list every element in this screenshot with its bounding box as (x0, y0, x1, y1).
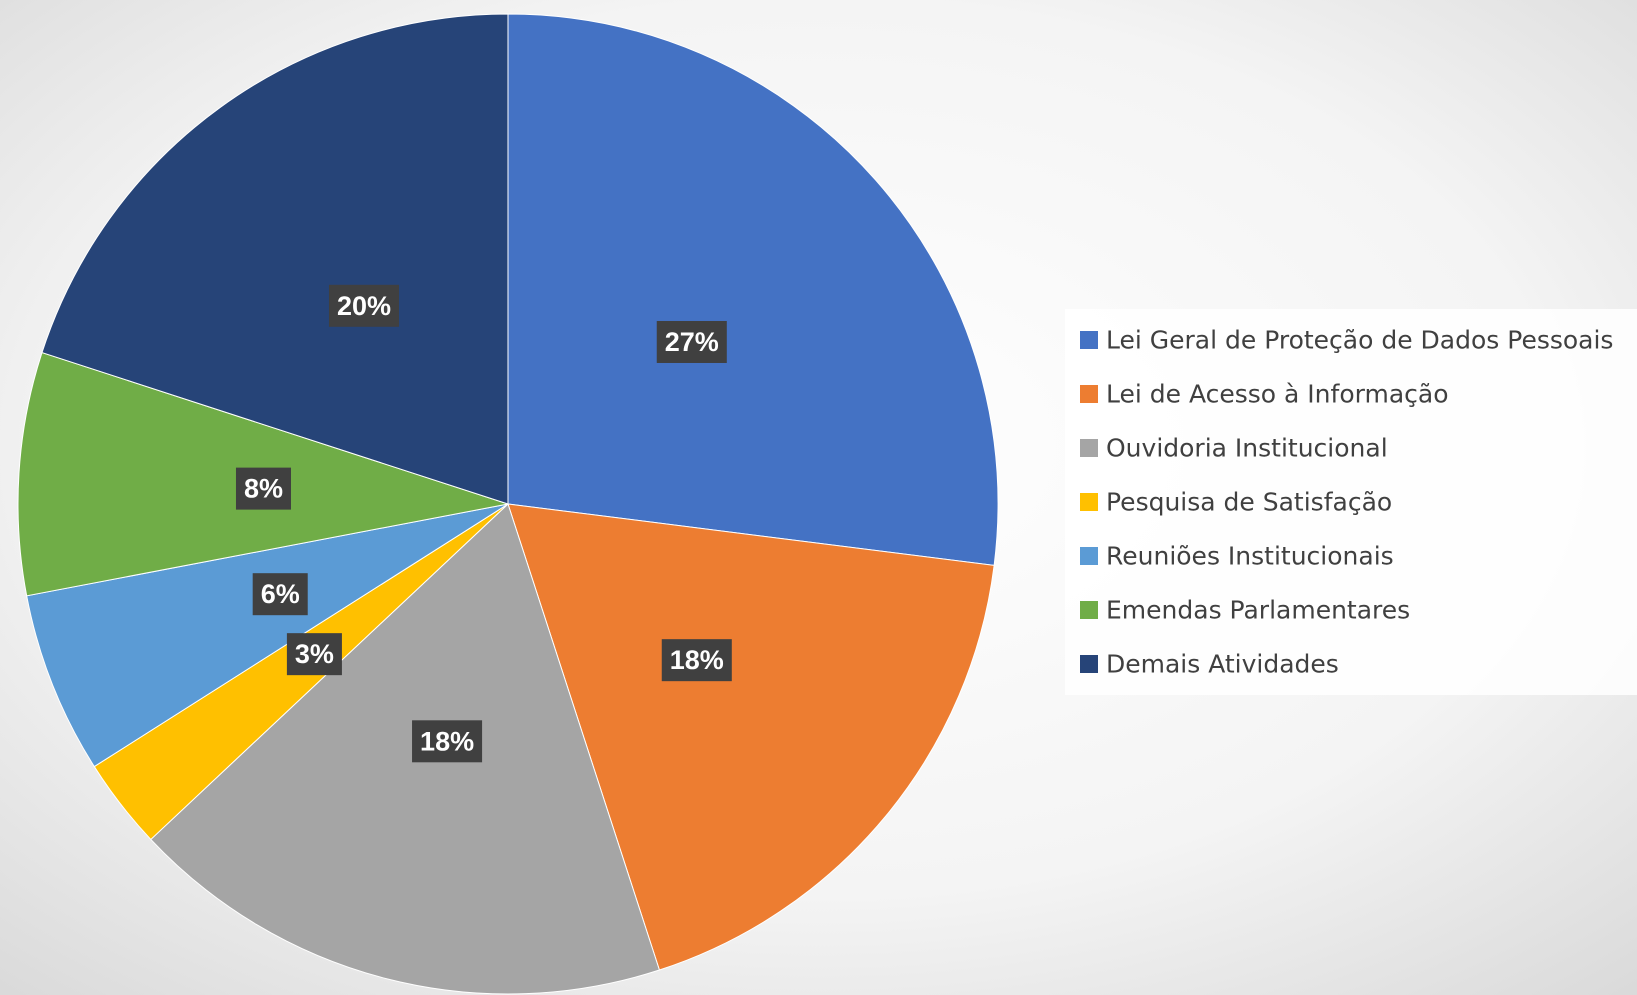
legend-swatch (1080, 493, 1098, 511)
legend-swatch (1080, 385, 1098, 403)
pie-slice (507, 503, 995, 971)
data-label-box (656, 320, 727, 363)
pie-slice (26, 503, 509, 768)
legend-label: Pesquisa de Satisfação (1106, 488, 1392, 517)
data-label-box (661, 639, 732, 682)
pie-slice (507, 13, 999, 566)
data-label-box (252, 573, 308, 616)
legend-swatch (1080, 547, 1098, 565)
legend-swatch (1080, 439, 1098, 457)
legend-label: Demais Atividades (1106, 650, 1339, 679)
legend-label: Ouvidoria Institucional (1106, 434, 1388, 463)
data-label: 3% (295, 639, 334, 669)
data-label: 27% (665, 327, 719, 357)
legend-label: Emendas Parlamentares (1106, 596, 1410, 625)
pie-slice (150, 503, 661, 995)
data-label-box (328, 284, 400, 327)
data-label-box (412, 720, 483, 763)
data-label-box (286, 633, 342, 676)
legend-box (1065, 309, 1637, 695)
data-label: 20% (337, 291, 391, 321)
legend-swatch (1080, 601, 1098, 619)
legend-label: Reuniões Institucionais (1106, 542, 1394, 571)
data-label: 8% (244, 474, 283, 504)
data-label: 18% (670, 645, 724, 675)
legend-label: Lei Geral de Proteção de Dados Pessoais (1106, 326, 1613, 355)
pie-slice (41, 13, 509, 505)
data-label-box (235, 467, 291, 510)
legend-label: Lei de Acesso à Informação (1106, 380, 1449, 409)
data-label: 18% (420, 726, 474, 756)
legend-swatch (1080, 655, 1098, 673)
legend-swatch (1080, 331, 1098, 349)
data-label: 6% (261, 579, 300, 609)
